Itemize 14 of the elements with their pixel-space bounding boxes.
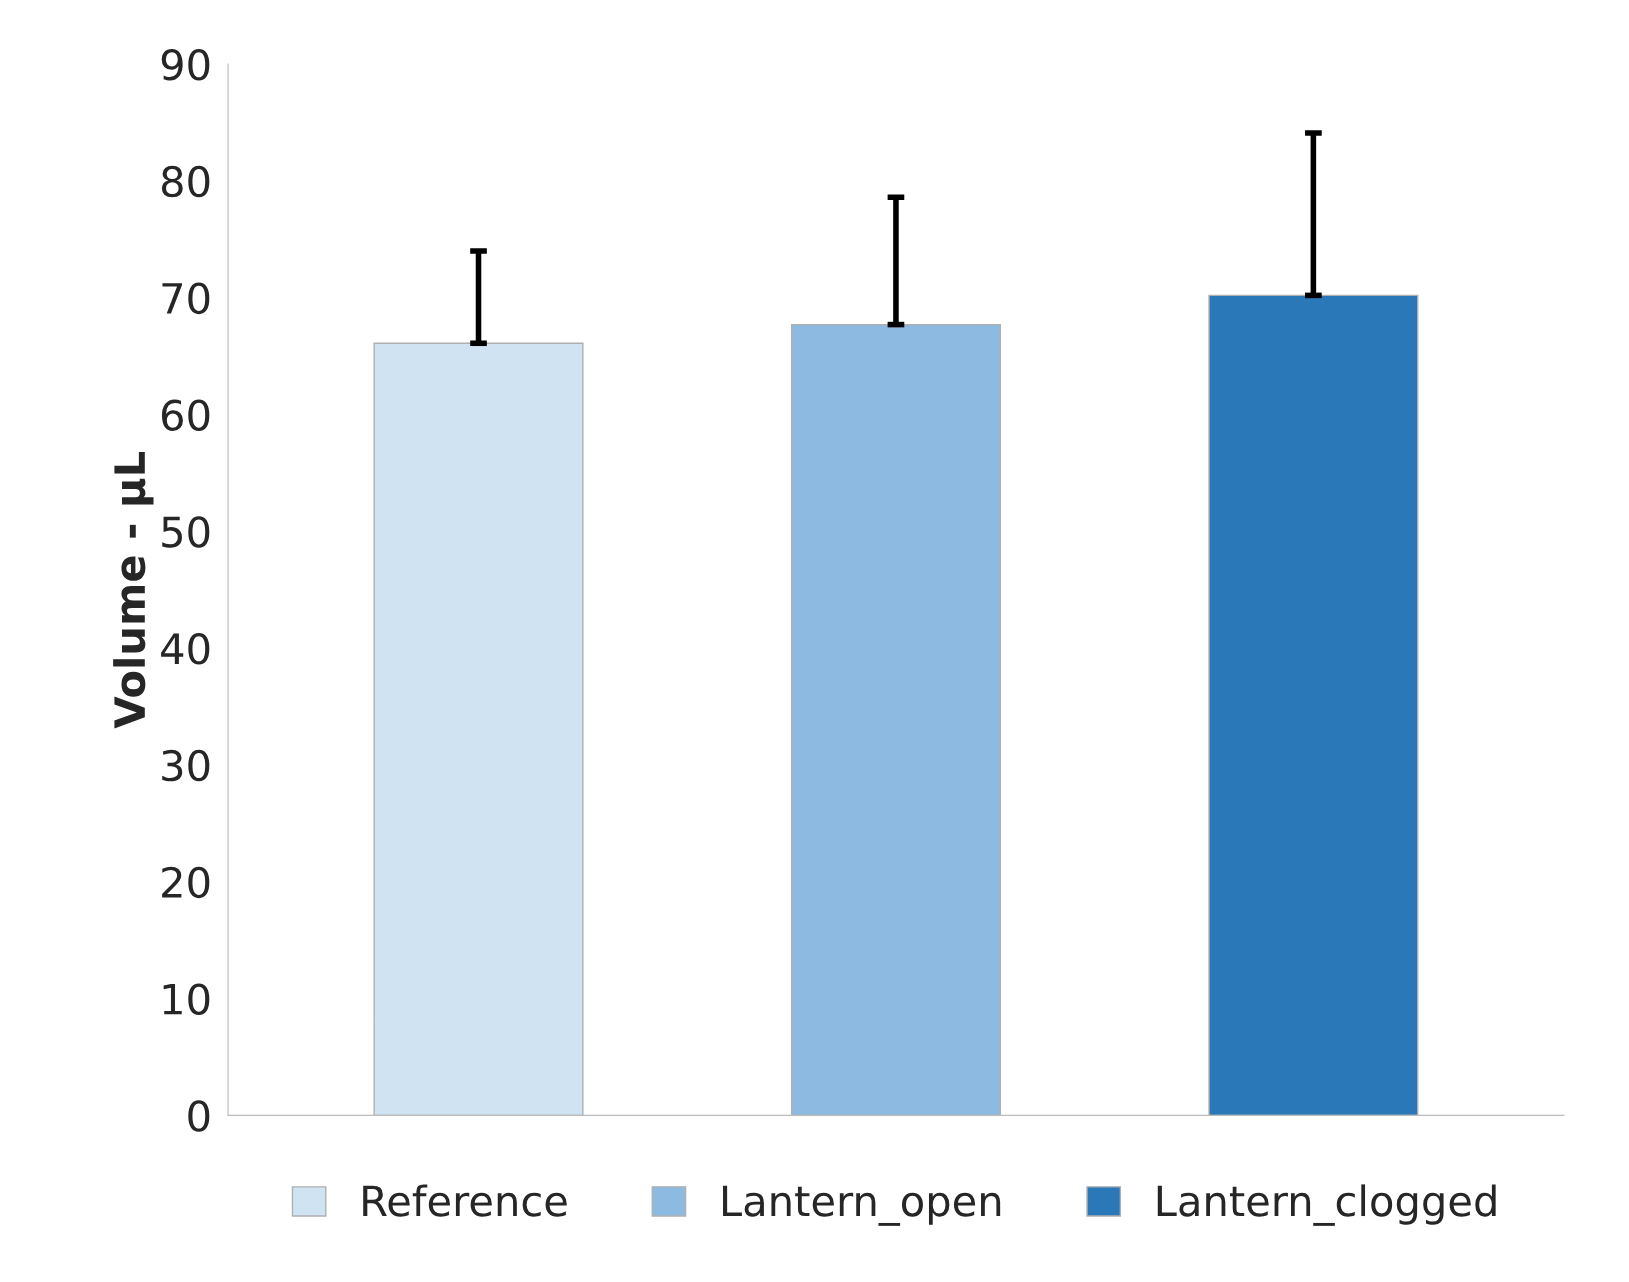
y-tick-label: 80 [161,165,210,198]
y-tick-label: 0 [188,1100,210,1132]
y-tick-label: 20 [162,866,210,899]
y-tick-label: 60 [161,399,210,431]
y-tick-label: 10 [163,983,210,1015]
legend-label: Reference [363,1184,567,1217]
y-tick-label: 50 [162,516,210,548]
legend-label: Lantern_clogged [1157,1184,1496,1226]
y-tick-label: 90 [161,49,210,81]
y-tick-label: 70 [162,282,210,315]
y-tick-label: 40 [161,633,210,665]
y-tick-label: 30 [162,749,210,782]
legend-label: Lantern_open [723,1185,1001,1226]
y-axis-title: Volume - µL [113,452,154,729]
